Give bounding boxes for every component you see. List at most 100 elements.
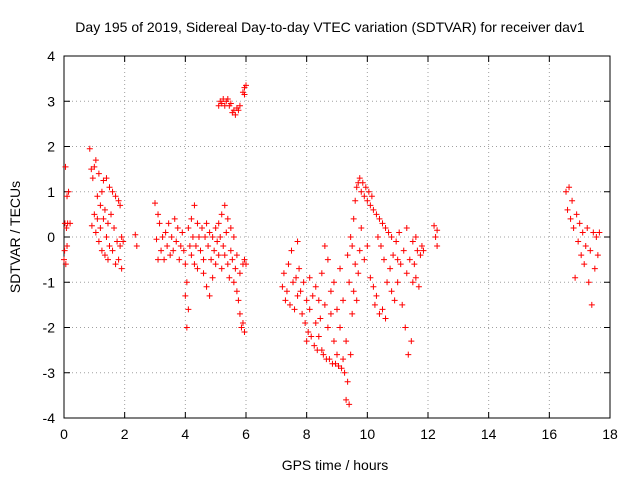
- data-point: [585, 279, 592, 286]
- data-point: [391, 297, 398, 304]
- data-point: [359, 179, 366, 186]
- data-point: [406, 256, 413, 263]
- y-tick-label: -3: [43, 365, 56, 381]
- data-point: [65, 188, 72, 195]
- data-point: [382, 315, 389, 322]
- data-point: [235, 107, 242, 114]
- data-point: [209, 274, 216, 281]
- data-point: [215, 102, 222, 109]
- data-point: [434, 227, 441, 234]
- x-tick-label: 4: [181, 426, 189, 442]
- data-point: [344, 378, 351, 385]
- data-point: [63, 224, 70, 231]
- data-point: [98, 247, 105, 254]
- data-point: [412, 274, 419, 281]
- data-point: [299, 310, 306, 317]
- data-point: [197, 247, 204, 254]
- data-point: [379, 220, 386, 227]
- grid: [64, 56, 610, 418]
- data-point: [379, 306, 386, 313]
- data-point: [327, 310, 334, 317]
- data-point: [206, 292, 213, 299]
- data-point: [206, 229, 213, 236]
- data-point: [61, 247, 68, 254]
- data-point: [330, 279, 337, 286]
- data-point: [171, 215, 178, 222]
- data-point: [115, 197, 122, 204]
- data-point: [200, 256, 207, 263]
- data-point: [117, 202, 124, 209]
- data-point: [183, 279, 190, 286]
- data-point: [409, 279, 416, 286]
- data-point: [227, 100, 234, 107]
- data-point: [394, 256, 401, 263]
- data-point: [180, 247, 187, 254]
- data-point: [370, 206, 377, 213]
- data-point: [576, 220, 583, 227]
- data-point: [371, 301, 378, 308]
- data-point: [414, 247, 421, 254]
- data-point: [224, 95, 231, 102]
- data-point: [312, 319, 319, 326]
- data-point: [94, 215, 101, 222]
- data-point: [67, 220, 74, 227]
- data-point: [118, 234, 125, 240]
- data-point: [214, 238, 221, 245]
- data-point: [221, 252, 228, 259]
- data-point: [220, 243, 227, 250]
- data-point: [188, 252, 195, 259]
- data-point: [188, 215, 195, 222]
- data-point: [311, 342, 318, 349]
- data-point: [344, 252, 351, 259]
- data-point: [353, 184, 360, 191]
- data-point: [61, 256, 67, 263]
- data-point: [370, 283, 377, 290]
- data-point: [343, 396, 350, 403]
- data-point: [114, 238, 121, 245]
- data-point: [217, 234, 224, 240]
- data-point: [365, 188, 372, 195]
- y-tick-label: -4: [43, 410, 56, 426]
- data-point: [236, 102, 243, 109]
- data-point: [165, 220, 172, 227]
- y-tick-label: -2: [43, 320, 56, 336]
- data-point: [361, 193, 368, 200]
- data-point: [417, 252, 424, 259]
- data-point: [226, 274, 233, 281]
- data-point: [173, 238, 180, 245]
- data-point: [581, 261, 588, 268]
- data-point: [224, 261, 231, 268]
- data-point: [324, 256, 331, 263]
- data-point: [236, 310, 243, 317]
- data-point: [346, 279, 353, 286]
- data-point: [241, 256, 248, 263]
- data-point: [161, 256, 168, 263]
- data-point: [97, 224, 104, 231]
- data-point: [103, 175, 110, 182]
- data-point: [194, 220, 201, 227]
- data-point: [183, 324, 190, 331]
- data-point: [167, 252, 174, 259]
- data-point: [100, 177, 107, 184]
- data-point: [158, 247, 165, 254]
- data-point: [330, 338, 337, 345]
- data-point: [186, 243, 193, 250]
- data-point: [388, 234, 395, 240]
- data-point: [358, 224, 365, 231]
- data-point: [564, 206, 571, 213]
- data-point: [374, 234, 381, 240]
- data-point: [356, 247, 363, 254]
- data-point: [97, 202, 104, 209]
- data-point: [315, 333, 322, 340]
- data-point: [420, 247, 427, 254]
- chart-title: Day 195 of 2019, Sidereal Day-to-day VTE…: [75, 19, 585, 35]
- data-point: [101, 206, 108, 213]
- data-point: [309, 292, 316, 299]
- data-point: [353, 297, 360, 304]
- data-point: [88, 222, 95, 229]
- data-point: [349, 310, 356, 317]
- data-point: [569, 197, 576, 204]
- data-point: [232, 265, 239, 272]
